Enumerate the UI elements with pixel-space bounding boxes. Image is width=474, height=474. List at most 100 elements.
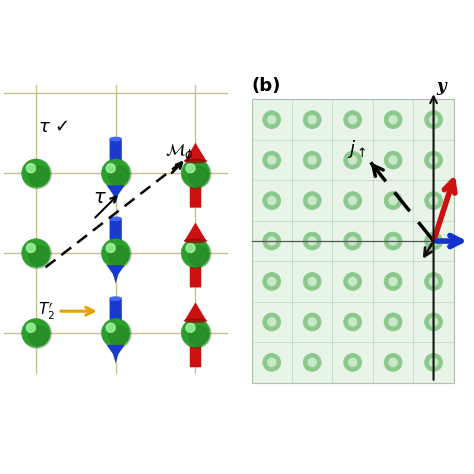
Circle shape (308, 358, 316, 366)
Circle shape (384, 232, 402, 250)
Text: $\tau$ $\checkmark$: $\tau$ $\checkmark$ (38, 118, 69, 136)
Circle shape (186, 244, 195, 253)
Circle shape (389, 197, 397, 205)
Circle shape (22, 319, 50, 347)
Circle shape (27, 164, 36, 173)
FancyBboxPatch shape (190, 345, 201, 367)
Polygon shape (107, 345, 125, 363)
Circle shape (263, 354, 281, 371)
Circle shape (186, 164, 195, 173)
Circle shape (384, 313, 402, 331)
Circle shape (308, 277, 316, 285)
Circle shape (189, 326, 209, 346)
Circle shape (109, 326, 129, 346)
Circle shape (429, 156, 438, 164)
Circle shape (429, 318, 438, 326)
Circle shape (268, 156, 276, 164)
Circle shape (268, 277, 276, 285)
Circle shape (22, 159, 51, 189)
Circle shape (425, 273, 442, 291)
Circle shape (389, 156, 397, 164)
Circle shape (389, 116, 397, 124)
Circle shape (348, 277, 356, 285)
Ellipse shape (184, 319, 207, 322)
Circle shape (384, 191, 402, 210)
Circle shape (181, 159, 210, 187)
Circle shape (425, 313, 442, 331)
Circle shape (22, 319, 51, 348)
Polygon shape (107, 185, 125, 204)
FancyBboxPatch shape (109, 298, 122, 321)
Circle shape (308, 116, 316, 124)
Circle shape (102, 159, 131, 189)
Circle shape (263, 111, 281, 128)
Circle shape (384, 111, 402, 128)
Text: $\tau$: $\tau$ (93, 190, 107, 208)
Circle shape (263, 273, 281, 291)
Circle shape (429, 197, 438, 205)
FancyBboxPatch shape (190, 264, 201, 287)
Polygon shape (184, 222, 207, 241)
Circle shape (429, 277, 438, 285)
Circle shape (308, 156, 316, 164)
Circle shape (425, 151, 442, 169)
Circle shape (389, 277, 397, 285)
Circle shape (389, 318, 397, 326)
Circle shape (384, 354, 402, 371)
Circle shape (303, 151, 321, 169)
Ellipse shape (110, 217, 121, 220)
Text: $j_{\uparrow}$: $j_{\uparrow}$ (346, 138, 366, 160)
Circle shape (303, 232, 321, 250)
Circle shape (27, 244, 36, 253)
Circle shape (425, 191, 442, 210)
Circle shape (263, 191, 281, 210)
Circle shape (389, 358, 397, 366)
Circle shape (268, 116, 276, 124)
Circle shape (268, 318, 276, 326)
Circle shape (348, 318, 356, 326)
Circle shape (106, 323, 115, 332)
Circle shape (303, 111, 321, 128)
Ellipse shape (184, 159, 207, 163)
Circle shape (308, 237, 316, 245)
Circle shape (189, 166, 209, 186)
Ellipse shape (110, 137, 121, 141)
Circle shape (425, 354, 442, 371)
Bar (252, 100, 454, 383)
Circle shape (101, 159, 130, 187)
Circle shape (303, 191, 321, 210)
Circle shape (263, 151, 281, 169)
Circle shape (429, 358, 438, 366)
FancyBboxPatch shape (190, 185, 201, 208)
Circle shape (303, 273, 321, 291)
Circle shape (182, 319, 211, 348)
Circle shape (182, 239, 211, 268)
Text: $\mathcal{M}_\phi$: $\mathcal{M}_\phi$ (165, 141, 194, 164)
Polygon shape (184, 302, 207, 320)
Circle shape (425, 111, 442, 128)
Circle shape (384, 273, 402, 291)
Circle shape (106, 164, 115, 173)
Circle shape (268, 358, 276, 366)
Circle shape (263, 313, 281, 331)
Circle shape (268, 197, 276, 205)
Circle shape (348, 116, 356, 124)
Circle shape (384, 151, 402, 169)
Polygon shape (107, 265, 125, 283)
FancyBboxPatch shape (109, 138, 122, 162)
Circle shape (102, 239, 131, 268)
Circle shape (101, 319, 130, 347)
Circle shape (181, 319, 210, 347)
Circle shape (308, 318, 316, 326)
Circle shape (27, 323, 36, 332)
Circle shape (348, 358, 356, 366)
Circle shape (29, 246, 49, 266)
Circle shape (22, 239, 50, 267)
Circle shape (344, 273, 362, 291)
Circle shape (181, 239, 210, 267)
Circle shape (389, 237, 397, 245)
Circle shape (106, 244, 115, 253)
Circle shape (303, 313, 321, 331)
Circle shape (109, 166, 129, 186)
Polygon shape (184, 143, 207, 161)
